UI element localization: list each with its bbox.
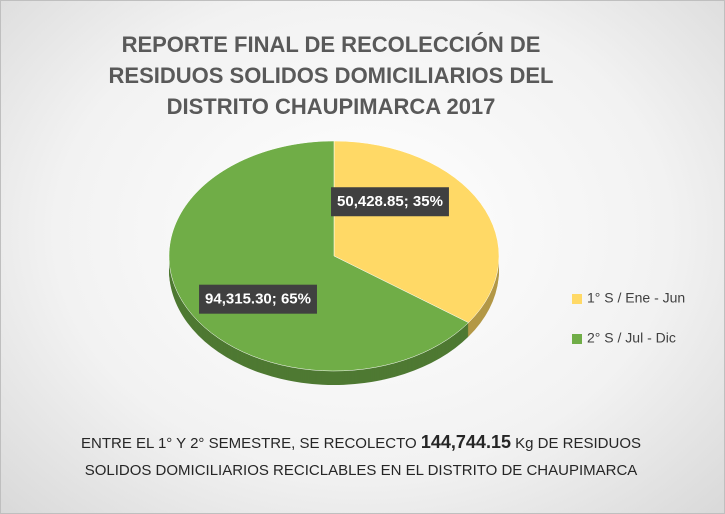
data-label: 94,315.30; 65%	[205, 291, 311, 308]
data-label-box	[199, 284, 317, 314]
data-label-box	[331, 187, 449, 217]
note: ENTRE EL 1° Y 2° SEMESTRE, SE RECOLECTO …	[61, 429, 661, 484]
note-text: Kg DE RESIDUOS SOLIDOS DOMICILIARIOS REC…	[84, 435, 642, 479]
legend-label: 2° S / Jul - Dic	[587, 330, 676, 346]
legend-swatch	[572, 294, 582, 304]
note-total: 144,744.15	[420, 432, 511, 452]
slice	[333, 140, 500, 323]
legend-label: 1° S / Ene - Jun	[587, 290, 685, 306]
note-text: ENTRE EL 1° Y 2° SEMESTRE, SE RECOLECTO	[80, 435, 417, 452]
data-label: 50,428.85; 35%	[337, 193, 443, 210]
chart-title: REPORTE FINAL DE RECOLECCIÓN DE RESIDUOS…	[108, 32, 554, 119]
legend-swatch	[572, 334, 582, 344]
